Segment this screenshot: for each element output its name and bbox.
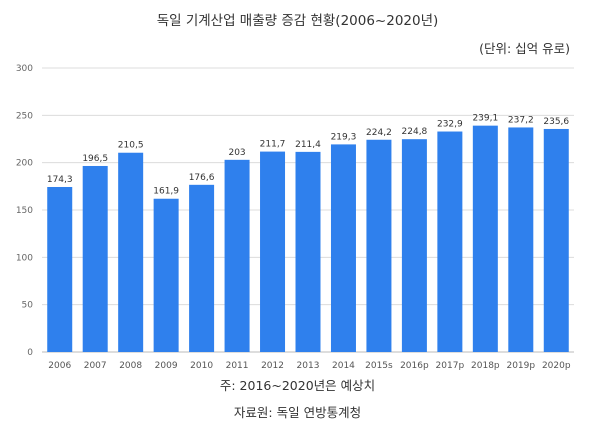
bar <box>330 144 356 352</box>
bar <box>189 184 215 352</box>
bar <box>366 139 392 352</box>
x-tick-label: 2010 <box>190 361 213 371</box>
value-label: 210,5 <box>118 141 144 151</box>
value-label: 174,3 <box>47 175 73 185</box>
x-tick-label: 2009 <box>155 361 178 371</box>
value-label: 176,6 <box>189 173 215 183</box>
footnote: 주: 2016~2020년은 예상치 <box>219 378 376 393</box>
bar <box>224 159 250 352</box>
x-tick-label: 2008 <box>119 361 142 371</box>
y-tick-label: 300 <box>16 64 33 74</box>
value-label: 211,7 <box>260 140 286 150</box>
bar <box>472 125 498 352</box>
bar <box>82 165 108 352</box>
y-tick-label: 250 <box>16 111 33 121</box>
bars <box>47 125 569 352</box>
x-tick-label: 2006 <box>48 361 71 371</box>
x-tick-label: 2018p <box>471 361 500 371</box>
x-tick-label: 2011 <box>226 361 249 371</box>
value-label: 235,6 <box>543 117 569 127</box>
x-tick-label: 2014 <box>332 361 355 371</box>
x-axis-ticks: 2006 2007 2008 2009 2010 2011 2012 2013 2014 2015… <box>48 361 571 371</box>
x-tick-label: 2017p <box>436 361 465 371</box>
source-note: 자료원: 독일 연방통계청 <box>233 405 362 420</box>
value-label: 211,4 <box>295 140 321 150</box>
value-label: 161,9 <box>153 187 179 197</box>
x-tick-label: 2019p <box>506 361 535 371</box>
chart-title: 독일 기계산업 매출량 증감 현황(2006~2020년) <box>156 13 439 29</box>
y-axis-ticks: 0 50 100 150 200 250 300 <box>16 64 33 358</box>
bar <box>543 128 569 352</box>
x-tick-label: 2007 <box>84 361 107 371</box>
bar <box>260 151 286 352</box>
bar <box>47 186 73 352</box>
y-tick-label: 150 <box>16 206 33 216</box>
value-label: 239,1 <box>472 114 498 124</box>
unit-label: (단위: 십억 유로) <box>479 41 570 56</box>
value-label: 219,3 <box>331 132 357 142</box>
y-tick-label: 50 <box>22 301 34 311</box>
value-label: 224,2 <box>366 128 392 138</box>
y-tick-label: 200 <box>16 159 33 169</box>
x-tick-label: 2015s <box>365 361 393 371</box>
y-tick-label: 0 <box>27 348 33 358</box>
value-label: 203 <box>228 148 245 158</box>
value-label: 232,9 <box>437 120 463 130</box>
x-tick-label: 2012 <box>261 361 284 371</box>
bar <box>401 139 427 352</box>
value-labels: 174,3 196,5 210,5 161,9 176,6 203 211,7 211,4 21… <box>47 114 570 197</box>
bar <box>437 131 463 352</box>
bar <box>295 151 321 352</box>
y-tick-label: 100 <box>16 253 33 263</box>
bar <box>118 152 144 352</box>
bar <box>153 198 179 352</box>
x-tick-label: 2013 <box>297 361 320 371</box>
value-label: 237,2 <box>508 115 534 125</box>
value-label: 196,5 <box>82 154 108 164</box>
bar <box>508 127 534 352</box>
x-tick-label: 2016p <box>400 361 429 371</box>
x-tick-label: 2020p <box>542 361 571 371</box>
value-label: 224,8 <box>402 127 428 137</box>
